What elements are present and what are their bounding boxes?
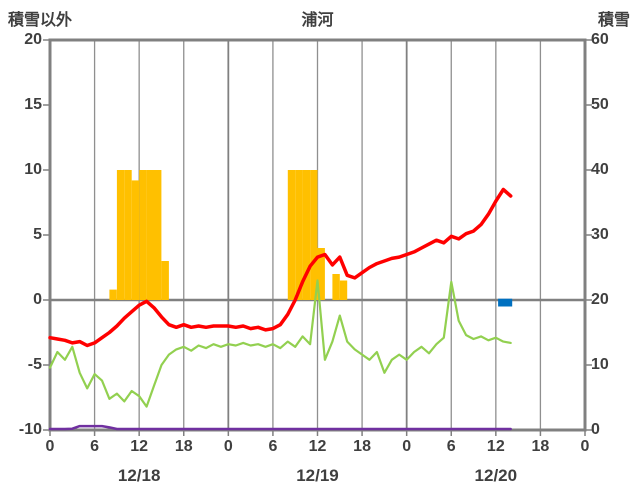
sunshine-bar bbox=[310, 170, 318, 300]
right-axis-tick-label: 20 bbox=[591, 291, 609, 308]
right-axis-tick-label: 10 bbox=[591, 356, 609, 373]
left-axis-tick-label: 0 bbox=[33, 291, 42, 308]
sunshine-bar bbox=[339, 280, 348, 300]
left-axis-tick-label: 10 bbox=[24, 161, 42, 178]
sunshine-bar bbox=[154, 170, 162, 300]
hour-tick-label: 0 bbox=[580, 438, 590, 455]
sunshine-bar bbox=[161, 261, 169, 300]
right-axis-tick-label: 30 bbox=[591, 226, 609, 243]
sunshine-bar bbox=[116, 170, 125, 300]
hour-tick-label: 18 bbox=[531, 438, 550, 455]
sunshine-bar bbox=[146, 170, 154, 300]
snow-depth-bar bbox=[498, 298, 513, 307]
sunshine-bar bbox=[295, 170, 303, 300]
left-axis-title: 積雪以外 bbox=[8, 12, 73, 29]
left-axis-tick-label: 15 bbox=[24, 96, 42, 113]
sunshine-bar bbox=[332, 274, 340, 300]
temperature-line bbox=[48, 187, 513, 348]
left-axis-tick-label: -5 bbox=[27, 356, 42, 373]
hour-tick-label: 6 bbox=[268, 438, 278, 455]
hour-tick-label: 0 bbox=[45, 438, 55, 455]
hour-tick-label: 18 bbox=[353, 438, 371, 455]
sunshine-bar bbox=[109, 289, 117, 300]
date-label: 12/20 bbox=[474, 466, 518, 485]
hour-tick-label: 12 bbox=[486, 438, 505, 455]
date-label: 12/18 bbox=[117, 466, 161, 485]
left-axis-tick-label: -10 bbox=[18, 421, 42, 438]
sunshine-bar bbox=[131, 180, 140, 300]
hour-tick-label: 12 bbox=[130, 438, 149, 455]
sunshine-bar bbox=[302, 170, 310, 300]
hour-tick-label: 0 bbox=[402, 438, 412, 455]
precipitation-line bbox=[48, 424, 512, 431]
hour-tick-label: 12 bbox=[308, 438, 327, 455]
left-axis-tick-label: 5 bbox=[33, 226, 42, 243]
sunshine-bar bbox=[287, 170, 296, 300]
hour-tick-label: 0 bbox=[223, 438, 233, 455]
chart-title: 浦河 bbox=[301, 12, 334, 29]
date-label: 12/19 bbox=[296, 466, 339, 485]
left-axis-tick-label: 20 bbox=[24, 31, 42, 48]
right-axis-tick-label: 40 bbox=[591, 161, 609, 178]
wind-line bbox=[48, 279, 512, 408]
right-axis-tick-label: 60 bbox=[591, 31, 609, 48]
right-axis-tick-label: 0 bbox=[591, 421, 600, 438]
sunshine-bar bbox=[317, 248, 325, 300]
sunshine-bar bbox=[139, 170, 147, 300]
hour-tick-label: 18 bbox=[174, 438, 193, 455]
hour-tick-label: 6 bbox=[90, 438, 100, 455]
sunshine-bar bbox=[124, 170, 132, 300]
right-axis-tick-label: 50 bbox=[591, 96, 609, 113]
right-axis-title: 積雪 bbox=[597, 12, 630, 29]
hour-tick-label: 6 bbox=[446, 438, 456, 455]
